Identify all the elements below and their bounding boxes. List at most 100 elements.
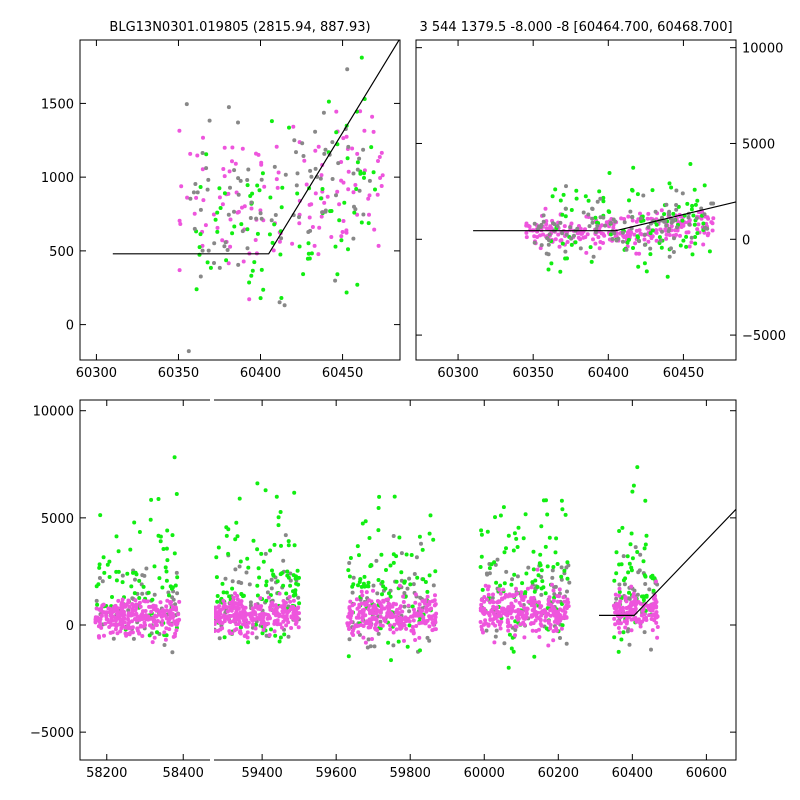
bottom-data-point: [174, 492, 179, 496]
top-left-data-point: [341, 219, 346, 223]
top-left-data-point: [193, 182, 198, 186]
top-left-data-point: [206, 248, 211, 253]
top-right-data-point: [524, 235, 529, 240]
bottom-data-point: [93, 619, 98, 624]
bottom-data-point: [170, 585, 175, 590]
bottom-data-point: [220, 626, 225, 631]
bottom-data-point: [498, 591, 503, 596]
bottom-data-point: [484, 597, 489, 602]
top-right-data-point: [630, 218, 635, 223]
top-left-data-point: [301, 272, 306, 277]
bottom-data-point: [479, 528, 484, 533]
bottom-data-point: [360, 521, 365, 526]
top-right-data-point: [693, 241, 698, 246]
bottom-data-point: [523, 512, 528, 517]
bottom-data-point: [150, 597, 155, 602]
bottom-data-point: [417, 606, 422, 611]
bottom-data-point: [394, 610, 399, 615]
bottom-data-point: [282, 632, 287, 637]
bottom-data-point: [347, 627, 351, 631]
top-right-data-point: [659, 245, 664, 250]
bottom-data-point: [552, 592, 557, 597]
bottom-data-point: [417, 621, 422, 626]
bottom-data-point: [552, 619, 557, 624]
top-left-data-point: [271, 248, 276, 253]
top-left-data-point: [221, 167, 226, 171]
bottom-data-point: [214, 616, 219, 621]
bottom-data-point: [140, 573, 145, 578]
bottom-data-point: [375, 628, 380, 633]
bottom-data-point: [102, 570, 107, 575]
top-left-data-point: [346, 169, 351, 174]
bottom-data-point: [613, 622, 618, 627]
bottom-data-point: [507, 623, 512, 628]
bottom-data-point: [120, 580, 125, 585]
bottom-data-point: [268, 616, 272, 621]
bottom-data-point: [224, 533, 229, 538]
top-right-data-point: [597, 246, 602, 251]
bottom-data-point: [388, 594, 393, 599]
bottom-data-point: [396, 639, 401, 644]
top-left-data-point: [206, 177, 211, 182]
bottom-data-point: [413, 592, 418, 597]
bottom-data-point: [514, 586, 518, 591]
top-right-data-point: [632, 232, 637, 237]
top-left-data-point: [250, 268, 255, 273]
top-right-data-point: [603, 223, 608, 228]
top-left-data-point: [226, 261, 231, 266]
bottom-data-point: [369, 563, 374, 567]
bottom-data-point: [215, 594, 220, 598]
bottom-data-point: [168, 622, 173, 627]
bottom-data-point: [414, 555, 419, 560]
top-left-data-point: [275, 185, 280, 190]
bottom-data-point: [413, 638, 418, 642]
bottom-data-point: [502, 641, 507, 646]
bottom-data-point: [214, 605, 219, 610]
top-left-data-point: [319, 196, 323, 201]
top-right-data-point: [664, 202, 669, 207]
bottom-data-point: [135, 628, 140, 633]
bottom-data-point: [392, 622, 397, 627]
bottom-data-point: [133, 598, 138, 603]
bottom-data-point: [275, 579, 280, 584]
bottom-data-point: [508, 593, 513, 598]
bottom-data-point: [558, 614, 563, 619]
bottom-data-point: [509, 646, 514, 651]
bottom-data-point: [629, 628, 634, 633]
bottom-data-point: [99, 608, 104, 613]
bottom-data-point: [479, 554, 484, 559]
top-left-data-point: [247, 280, 252, 285]
bottom-data-point: [297, 601, 302, 606]
top-right-data-point: [569, 208, 574, 212]
bottom-data-point: [226, 527, 231, 532]
top-left-data-point: [222, 191, 227, 196]
bottom-data-point: [646, 606, 651, 611]
bottom-data-point: [128, 630, 133, 635]
top-right-data-point: [556, 232, 561, 237]
top-left-data-point: [371, 129, 376, 134]
top-right-data-point: [711, 216, 716, 221]
top-left-data-point: [308, 168, 313, 173]
bottom-data-point: [286, 575, 291, 580]
bottom-data-point: [274, 608, 279, 613]
bottom-data-point: [150, 625, 155, 630]
bottom-data-point: [230, 631, 235, 636]
bottom-data-point: [502, 581, 507, 586]
bottom-data-point: [430, 599, 435, 604]
bottom-data-point: [122, 620, 127, 625]
bottom-data-point: [479, 602, 484, 607]
bottom-data-point: [629, 531, 634, 536]
bottom-data-point: [621, 554, 626, 559]
bottom-data-point: [105, 562, 110, 567]
top-right-data-point: [629, 230, 634, 235]
top-left-data-point: [201, 135, 205, 140]
bottom-data-point: [360, 593, 365, 598]
top-right-x-tick-label: 60350: [513, 366, 554, 381]
top-right-data-point: [667, 226, 672, 231]
bottom-data-point: [214, 575, 219, 580]
top-left-data-point: [194, 287, 199, 292]
top-left-data-point: [274, 177, 279, 182]
bottom-data-point: [427, 531, 432, 536]
bottom-data-point: [616, 626, 621, 630]
bottom-data-point: [352, 602, 356, 607]
